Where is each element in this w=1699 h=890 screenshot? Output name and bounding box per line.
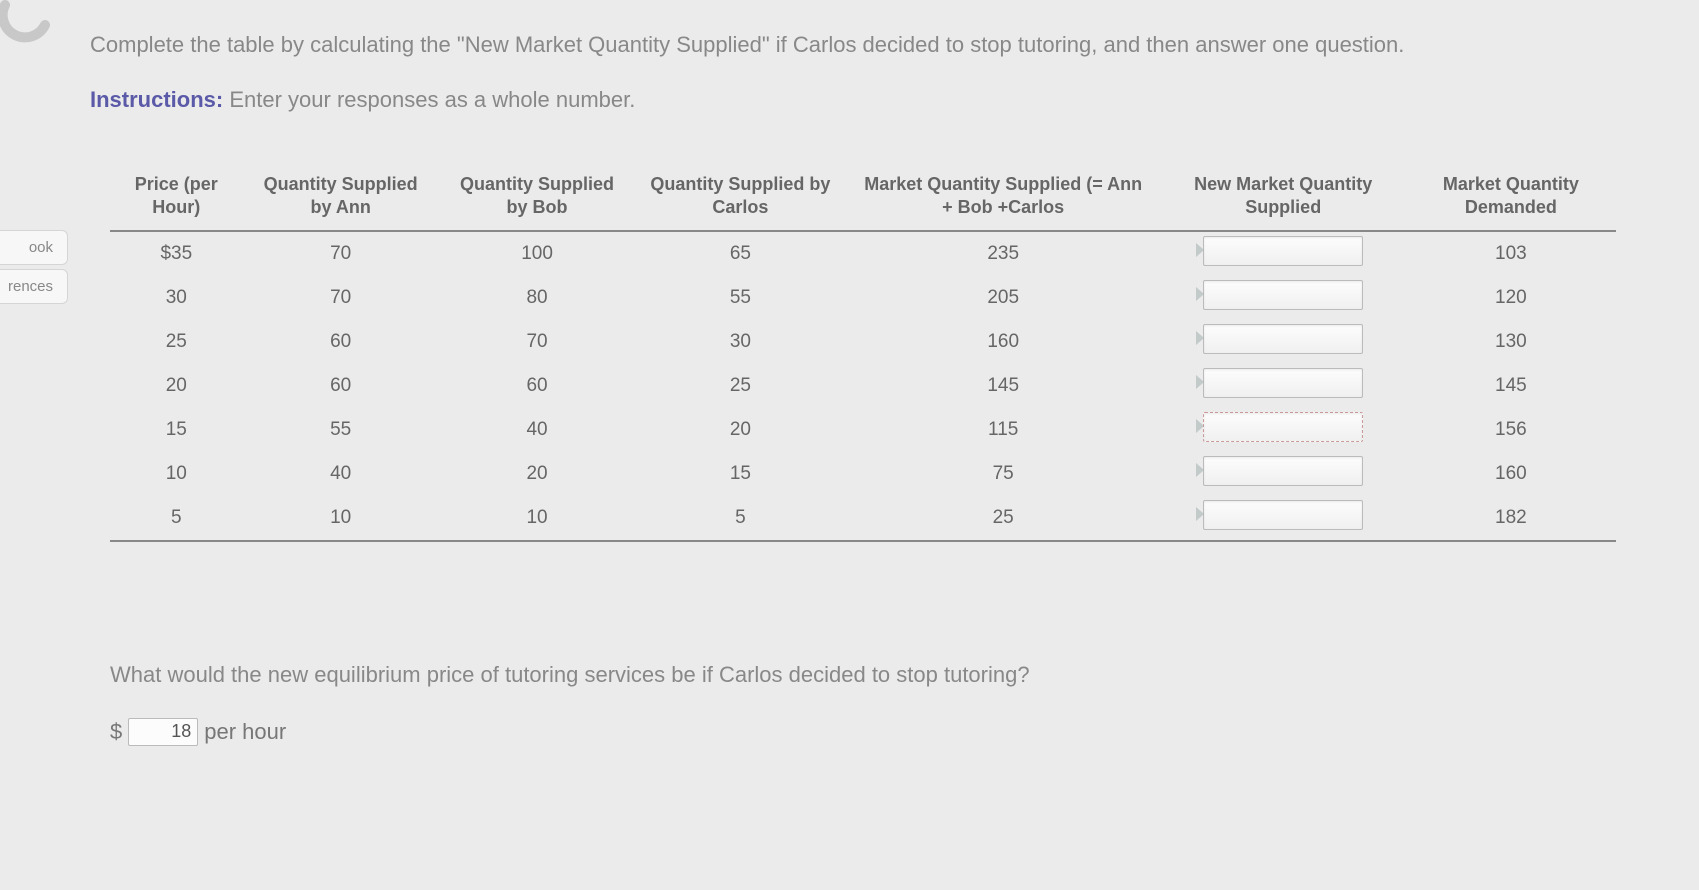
cell-demanded: 103 <box>1405 231 1616 276</box>
cell-market: 235 <box>845 231 1160 276</box>
cell-price: 15 <box>110 408 243 452</box>
cell-market: 115 <box>845 408 1160 452</box>
cell-ann: 10 <box>243 496 439 541</box>
cell-ann: 70 <box>243 231 439 276</box>
answer-row: $ per hour <box>110 718 1659 746</box>
cell-bob: 100 <box>439 231 636 276</box>
cell-demanded: 130 <box>1405 320 1616 364</box>
header-carlos: Quantity Supplied by Carlos <box>635 163 845 231</box>
new-market-input[interactable] <box>1203 280 1363 310</box>
header-bob: Quantity Supplied by Bob <box>439 163 636 231</box>
cell-bob: 20 <box>439 452 636 496</box>
input-marker-icon <box>1196 243 1204 257</box>
cell-bob: 40 <box>439 408 636 452</box>
new-market-input[interactable] <box>1203 500 1363 530</box>
table-row: 51010525182 <box>110 496 1616 541</box>
new-market-input[interactable] <box>1203 412 1363 442</box>
prompt-text: Complete the table by calculating the "N… <box>90 28 1659 61</box>
header-market: Market Quantity Supplied (= Ann + Bob +C… <box>845 163 1160 231</box>
cell-new-market <box>1161 320 1406 364</box>
table-row: $357010065235 103 <box>110 231 1616 276</box>
cell-demanded: 182 <box>1405 496 1616 541</box>
cell-new-market <box>1161 276 1406 320</box>
sidebar-tabs: ook rences <box>0 230 68 308</box>
cell-carlos: 5 <box>635 496 845 541</box>
cell-price: 25 <box>110 320 243 364</box>
cell-new-market <box>1161 496 1406 541</box>
cell-new-market <box>1161 408 1406 452</box>
new-market-input[interactable] <box>1203 236 1363 266</box>
instructions-text: Enter your responses as a whole number. <box>229 87 635 112</box>
cell-carlos: 30 <box>635 320 845 364</box>
header-price: Price (per Hour) <box>110 163 243 231</box>
cell-carlos: 25 <box>635 364 845 408</box>
cell-ann: 60 <box>243 364 439 408</box>
cell-price: $35 <box>110 231 243 276</box>
cell-bob: 80 <box>439 276 636 320</box>
currency-symbol: $ <box>110 719 122 745</box>
table-row: 20606025145145 <box>110 364 1616 408</box>
cell-ann: 55 <box>243 408 439 452</box>
cell-market: 160 <box>845 320 1160 364</box>
sidebar-tab-book[interactable]: ook <box>0 230 68 265</box>
table-header-row: Price (per Hour) Quantity Supplied by An… <box>110 163 1616 231</box>
cell-ann: 70 <box>243 276 439 320</box>
cell-demanded: 160 <box>1405 452 1616 496</box>
cell-new-market <box>1161 452 1406 496</box>
input-marker-icon <box>1196 331 1204 345</box>
cell-market: 25 <box>845 496 1160 541</box>
cell-price: 30 <box>110 276 243 320</box>
main-content: Complete the table by calculating the "N… <box>90 28 1659 746</box>
cell-price: 20 <box>110 364 243 408</box>
cell-market: 205 <box>845 276 1160 320</box>
cell-new-market <box>1161 231 1406 276</box>
input-marker-icon <box>1196 507 1204 521</box>
new-market-input[interactable] <box>1203 368 1363 398</box>
table-row: 25607030160 130 <box>110 320 1616 364</box>
cell-price: 10 <box>110 452 243 496</box>
table-row: 1040201575 160 <box>110 452 1616 496</box>
sidebar-tab-references[interactable]: rences <box>0 269 68 304</box>
cell-carlos: 20 <box>635 408 845 452</box>
cell-ann: 60 <box>243 320 439 364</box>
header-demanded: Market Quantity Demanded <box>1405 163 1616 231</box>
cell-demanded: 156 <box>1405 408 1616 452</box>
cell-bob: 10 <box>439 496 636 541</box>
header-new-market: New Market Quantity Supplied <box>1161 163 1406 231</box>
answer-suffix: per hour <box>204 719 286 745</box>
supply-table: Price (per Hour) Quantity Supplied by An… <box>110 163 1616 542</box>
cell-demanded: 120 <box>1405 276 1616 320</box>
question-section: What would the new equilibrium price of … <box>110 662 1659 746</box>
new-market-input[interactable] <box>1203 324 1363 354</box>
instructions-line: Instructions: Enter your responses as a … <box>90 87 1659 113</box>
question-text: What would the new equilibrium price of … <box>110 662 1659 688</box>
cell-new-market <box>1161 364 1406 408</box>
input-marker-icon <box>1196 419 1204 433</box>
cell-bob: 70 <box>439 320 636 364</box>
cell-bob: 60 <box>439 364 636 408</box>
cell-market: 145 <box>845 364 1160 408</box>
cell-market: 75 <box>845 452 1160 496</box>
equilibrium-price-input[interactable] <box>128 718 198 746</box>
new-market-input[interactable] <box>1203 456 1363 486</box>
cell-carlos: 15 <box>635 452 845 496</box>
cell-ann: 40 <box>243 452 439 496</box>
cell-carlos: 65 <box>635 231 845 276</box>
table-row: 30708055205 120 <box>110 276 1616 320</box>
cell-demanded: 145 <box>1405 364 1616 408</box>
cell-carlos: 55 <box>635 276 845 320</box>
header-ann: Quantity Supplied by Ann <box>243 163 439 231</box>
instructions-label: Instructions: <box>90 87 223 112</box>
input-marker-icon <box>1196 287 1204 301</box>
cell-price: 5 <box>110 496 243 541</box>
table-row: 15554020115 156 <box>110 408 1616 452</box>
input-marker-icon <box>1196 463 1204 477</box>
input-marker-icon <box>1196 375 1204 389</box>
ring-icon <box>0 0 50 50</box>
